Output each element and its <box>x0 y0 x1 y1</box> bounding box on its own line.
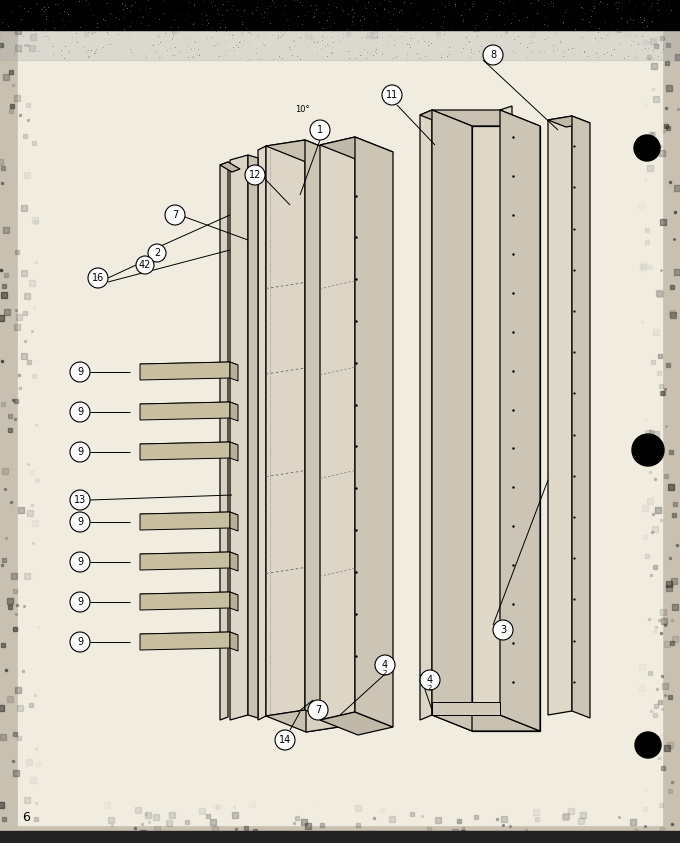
Polygon shape <box>230 552 238 571</box>
Polygon shape <box>230 512 238 531</box>
Polygon shape <box>140 402 230 420</box>
Circle shape <box>245 165 265 185</box>
Text: 14: 14 <box>279 735 291 745</box>
Text: 2: 2 <box>154 248 160 258</box>
Polygon shape <box>355 137 393 727</box>
Circle shape <box>420 670 440 690</box>
Circle shape <box>70 512 90 532</box>
Circle shape <box>70 442 90 462</box>
Polygon shape <box>230 592 238 611</box>
Circle shape <box>635 732 661 758</box>
Polygon shape <box>305 140 345 726</box>
Polygon shape <box>140 442 230 460</box>
Circle shape <box>70 402 90 422</box>
Polygon shape <box>140 592 238 597</box>
Circle shape <box>634 135 660 161</box>
Bar <box>0 831 680 843</box>
Polygon shape <box>258 146 266 720</box>
Polygon shape <box>230 402 238 421</box>
Polygon shape <box>420 110 432 720</box>
Text: 16: 16 <box>92 273 104 283</box>
Polygon shape <box>320 137 393 160</box>
Polygon shape <box>432 702 500 715</box>
Circle shape <box>88 268 108 288</box>
Text: 9: 9 <box>77 367 83 377</box>
Circle shape <box>382 85 402 105</box>
Polygon shape <box>320 712 393 735</box>
Polygon shape <box>472 126 540 731</box>
Polygon shape <box>548 116 572 715</box>
Polygon shape <box>220 162 228 720</box>
Bar <box>0 0 680 30</box>
Polygon shape <box>420 110 472 131</box>
Text: 11: 11 <box>386 90 398 100</box>
Polygon shape <box>266 710 345 732</box>
Circle shape <box>483 45 503 65</box>
Text: 9: 9 <box>77 557 83 567</box>
Polygon shape <box>248 155 258 718</box>
Polygon shape <box>140 592 230 610</box>
Polygon shape <box>140 402 238 407</box>
Circle shape <box>70 632 90 652</box>
Text: 9: 9 <box>77 447 83 457</box>
Text: 2: 2 <box>383 670 387 676</box>
Circle shape <box>70 552 90 572</box>
Text: 1: 1 <box>317 125 323 135</box>
Polygon shape <box>266 140 305 716</box>
Circle shape <box>308 700 328 720</box>
Circle shape <box>148 244 166 262</box>
Polygon shape <box>230 362 238 381</box>
Circle shape <box>310 120 330 140</box>
Polygon shape <box>548 116 590 127</box>
Text: 9: 9 <box>77 597 83 607</box>
Polygon shape <box>432 110 540 126</box>
Polygon shape <box>140 552 230 570</box>
Polygon shape <box>230 442 238 461</box>
Polygon shape <box>320 137 355 720</box>
Text: 9: 9 <box>77 637 83 647</box>
Text: 7: 7 <box>315 705 321 715</box>
Text: 4: 4 <box>427 675 433 685</box>
Circle shape <box>70 490 90 510</box>
Polygon shape <box>140 632 238 637</box>
Polygon shape <box>572 116 590 718</box>
Polygon shape <box>500 110 540 731</box>
Polygon shape <box>432 715 540 731</box>
Text: 4: 4 <box>382 660 388 670</box>
Text: 10°: 10° <box>295 105 309 114</box>
Circle shape <box>136 256 154 274</box>
Text: 42: 42 <box>139 260 151 270</box>
Polygon shape <box>432 110 472 731</box>
Text: 2: 2 <box>428 685 432 691</box>
Polygon shape <box>306 156 345 732</box>
Circle shape <box>632 434 664 466</box>
Circle shape <box>165 205 185 225</box>
Text: 9: 9 <box>77 517 83 527</box>
Text: 9: 9 <box>77 407 83 417</box>
Circle shape <box>70 592 90 612</box>
Polygon shape <box>500 106 512 715</box>
Polygon shape <box>140 442 238 447</box>
Polygon shape <box>140 362 238 367</box>
Text: 3: 3 <box>500 625 506 635</box>
Polygon shape <box>140 632 230 650</box>
Polygon shape <box>266 140 345 162</box>
Circle shape <box>375 655 395 675</box>
Bar <box>0 30 680 60</box>
Polygon shape <box>140 512 238 517</box>
Circle shape <box>493 620 513 640</box>
Text: 13: 13 <box>74 495 86 505</box>
Text: 7: 7 <box>172 210 178 220</box>
Text: 6: 6 <box>22 811 30 824</box>
Polygon shape <box>140 362 230 380</box>
Circle shape <box>70 362 90 382</box>
Polygon shape <box>230 155 248 720</box>
Text: 12: 12 <box>249 170 261 180</box>
Polygon shape <box>140 512 230 530</box>
Text: 8: 8 <box>490 50 496 60</box>
Polygon shape <box>220 162 240 172</box>
Polygon shape <box>230 632 238 651</box>
Polygon shape <box>140 552 238 557</box>
Circle shape <box>275 730 295 750</box>
